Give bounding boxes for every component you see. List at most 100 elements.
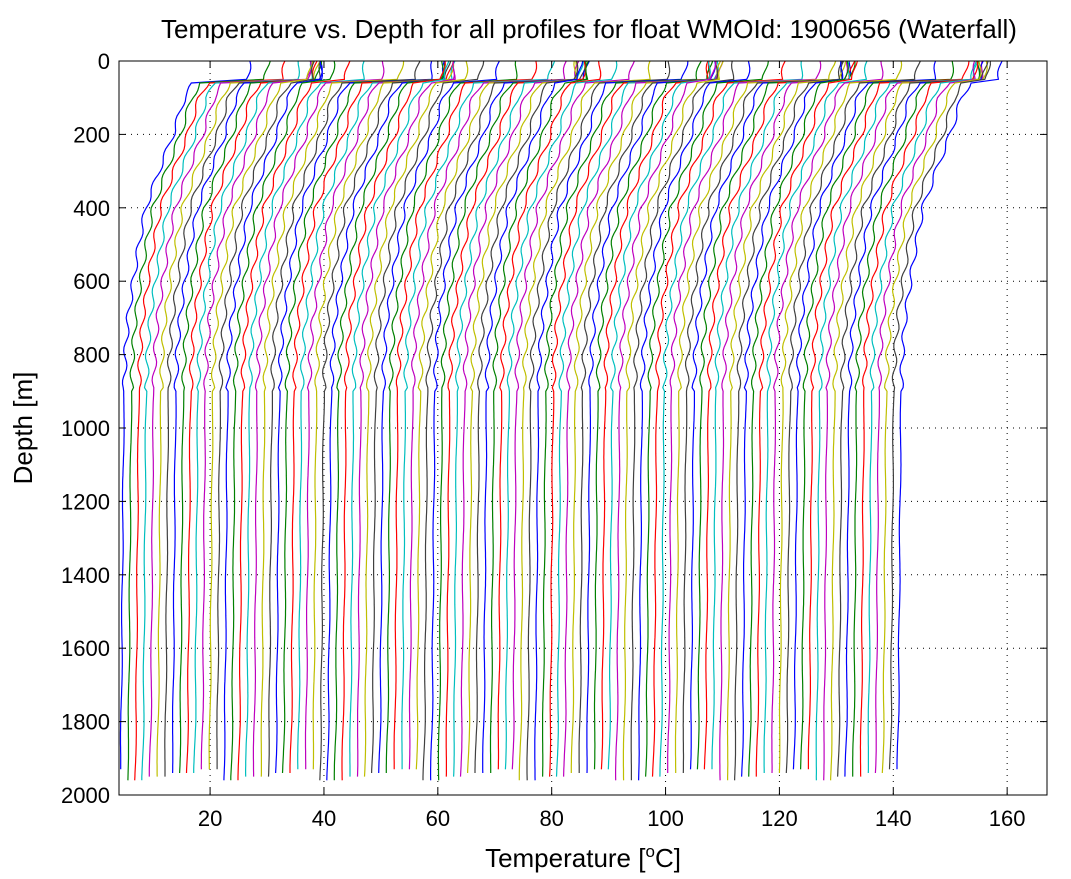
- profile-line: [385, 61, 518, 773]
- profile-line: [682, 61, 845, 774]
- y-tick-label: 1600: [61, 636, 110, 661]
- profile-line: [127, 61, 271, 781]
- profile-line: [326, 61, 446, 781]
- profile-line: [748, 61, 849, 777]
- profile-line: [349, 61, 450, 777]
- profile-line: [504, 61, 618, 770]
- profile-line: [453, 61, 584, 777]
- profile-line: [415, 61, 578, 770]
- profile-line: [719, 61, 849, 781]
- profile-line: [459, 61, 580, 777]
- x-tick-label: 100: [647, 806, 684, 831]
- profile-line: [341, 61, 446, 781]
- x-axis-label-end: C]: [655, 843, 681, 873]
- profile-line: [807, 61, 970, 770]
- profile-line: [333, 61, 445, 781]
- profile-line: [607, 61, 711, 770]
- x-tick-label: 20: [198, 806, 222, 831]
- profile-line: [193, 61, 313, 773]
- x-axis-label: Temperature [oC]: [485, 842, 681, 873]
- profile-line: [260, 61, 405, 777]
- profile-line: [245, 61, 365, 777]
- x-tick-label: 40: [312, 806, 336, 831]
- y-tick-label: 1400: [61, 563, 110, 588]
- profile-line: [549, 61, 711, 777]
- profile-line: [792, 61, 937, 770]
- profile-line: [785, 61, 921, 774]
- profile-line: [467, 61, 577, 774]
- profile-line: [281, 61, 446, 774]
- profile-line: [542, 61, 702, 777]
- profile-line: [119, 61, 252, 770]
- profile-line: [526, 61, 671, 781]
- profile-line: [356, 61, 456, 777]
- profile-line: [586, 61, 717, 774]
- profile-line: [638, 61, 751, 781]
- profile-line: [489, 61, 589, 773]
- profile-line: [200, 61, 313, 770]
- profile-line: [497, 61, 602, 770]
- profile-line: [755, 61, 858, 777]
- profile-line: [297, 61, 456, 770]
- y-tick-label: 600: [73, 269, 110, 294]
- profile-line: [659, 61, 804, 777]
- x-tick-label: 120: [761, 806, 798, 831]
- x-tick-label: 60: [426, 806, 450, 831]
- profile-line: [823, 61, 984, 781]
- x-axis-label-superscript: o: [645, 842, 654, 861]
- profile-line: [563, 61, 724, 777]
- profile-line: [185, 61, 318, 774]
- profile-line: [378, 61, 500, 774]
- profile-line: [252, 61, 385, 777]
- profile-line: [555, 61, 719, 777]
- y-tick-label: 800: [73, 343, 110, 368]
- profile-line: [734, 61, 843, 781]
- profile-line: [867, 61, 977, 774]
- profile-line: [312, 61, 455, 770]
- profile-line: [852, 61, 981, 777]
- profile-line: [844, 61, 984, 777]
- profile-line: [216, 61, 315, 770]
- profile-line: [474, 61, 579, 773]
- profile-line: [363, 61, 469, 777]
- profile-line: [696, 61, 856, 770]
- profile-line: [230, 61, 336, 781]
- profile-line: [437, 61, 588, 781]
- profile-line: [289, 61, 455, 773]
- profile-line: [667, 61, 822, 773]
- profile-line: [771, 61, 884, 774]
- chart-title: Temperature vs. Depth for all profiles f…: [161, 14, 1017, 44]
- profile-line: [711, 61, 851, 770]
- profile-line: [534, 61, 689, 781]
- profile-line: [267, 61, 421, 777]
- profile-line: [156, 61, 321, 777]
- profile-line: [674, 61, 837, 773]
- y-tick-label: 1200: [61, 489, 110, 514]
- profile-line: [593, 61, 714, 770]
- profile-line: [578, 61, 719, 773]
- profile-line: [615, 61, 717, 781]
- profile-line: [430, 61, 590, 781]
- x-tick-label: 80: [539, 806, 563, 831]
- x-tick-label: 160: [989, 806, 1026, 831]
- profile-line: [888, 61, 992, 770]
- profile-line: [689, 61, 852, 770]
- profile-line: [223, 61, 324, 781]
- y-tick-label: 0: [98, 49, 110, 74]
- profile-line: [741, 61, 844, 777]
- profile-line: [778, 61, 903, 774]
- profile-line: [237, 61, 351, 781]
- profile-line: [896, 61, 1003, 770]
- profile-line: [622, 61, 724, 781]
- profile-line: [651, 61, 786, 777]
- profile-line: [800, 61, 954, 770]
- profile-line: [482, 61, 584, 774]
- y-axis-label: Depth [m]: [8, 372, 38, 485]
- profile-line: [141, 61, 301, 781]
- y-tick-label: 1800: [61, 710, 110, 735]
- y-axis-ticks: 0 200 400 600 800 1000 1200 1400 1600 1800 2000: [61, 49, 1047, 808]
- profile-line: [570, 61, 722, 773]
- profile-line: [518, 61, 651, 781]
- profile-line: [371, 61, 485, 774]
- profile-line: [148, 61, 313, 777]
